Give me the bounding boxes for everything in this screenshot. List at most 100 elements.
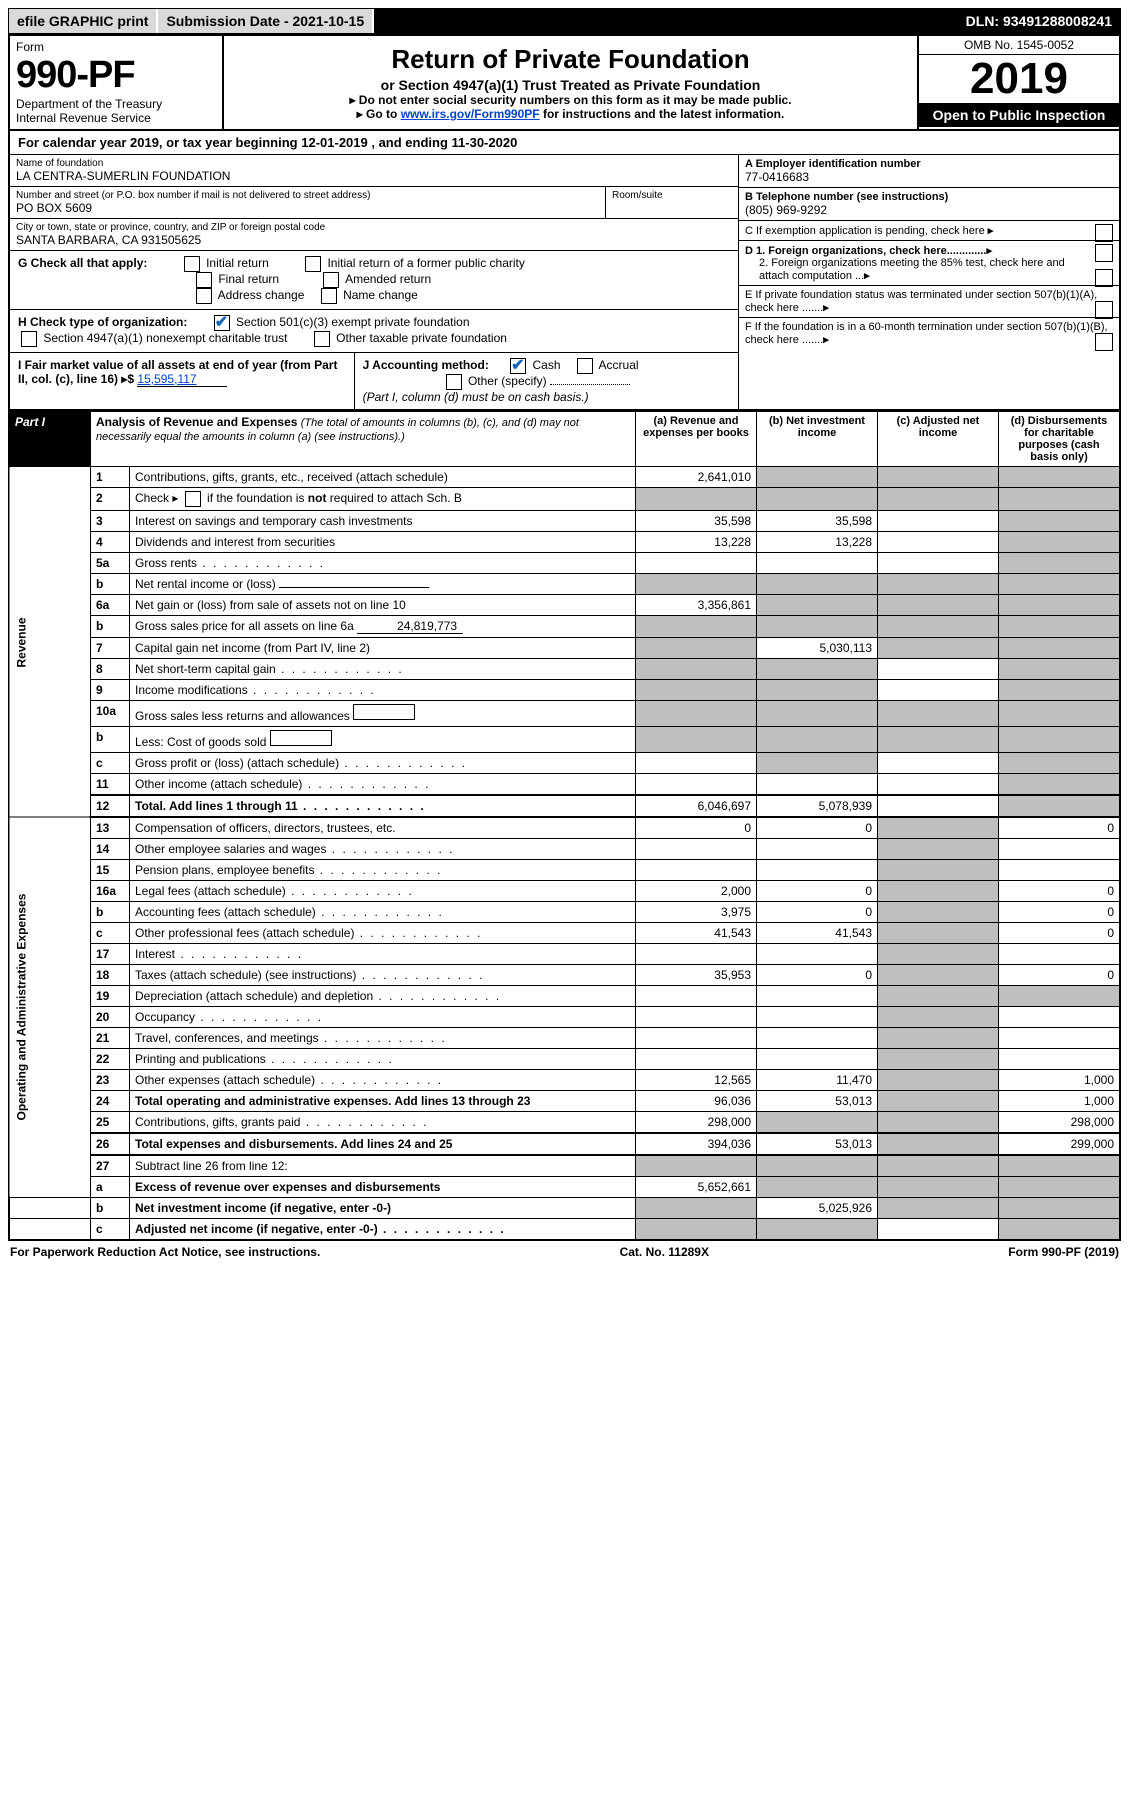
g-label: G Check all that apply:: [18, 256, 147, 270]
i-value[interactable]: 15,595,117: [137, 372, 227, 387]
ln-2: 2: [91, 488, 130, 511]
chk-e[interactable]: [1095, 301, 1113, 319]
desc-8: Net short-term capital gain: [130, 659, 636, 680]
val-27bb: 5,025,926: [757, 1198, 878, 1219]
chk-cash[interactable]: [510, 358, 526, 374]
chk-addr-change[interactable]: [196, 288, 212, 304]
ln-16a: 16a: [91, 881, 130, 902]
val-12a: 6,046,697: [636, 795, 757, 817]
expenses-label: Operating and Administrative Expenses: [9, 817, 91, 1198]
desc-17: Interest: [130, 944, 636, 965]
desc-15: Pension plans, employee benefits: [130, 860, 636, 881]
chk-other-acct[interactable]: [446, 374, 462, 390]
val-23d: 1,000: [999, 1070, 1121, 1091]
chk-other-tax[interactable]: [314, 331, 330, 347]
foundation-name: LA CENTRA-SUMERLIN FOUNDATION: [16, 169, 732, 183]
ln-14: 14: [91, 839, 130, 860]
ln-16c: c: [91, 923, 130, 944]
cal-pre: For calendar year 2019, or tax year begi…: [18, 135, 301, 150]
chk-schb[interactable]: [185, 491, 201, 507]
f-text: F If the foundation is in a 60-month ter…: [745, 321, 1108, 346]
efile-label[interactable]: efile GRAPHIC print: [9, 9, 158, 33]
irs: Internal Revenue Service: [16, 111, 216, 125]
chk-amended[interactable]: [323, 272, 339, 288]
val-7b: 5,030,113: [757, 638, 878, 659]
desc-3: Interest on savings and temporary cash i…: [130, 511, 636, 532]
desc-9: Income modifications: [130, 680, 636, 701]
chk-accrual[interactable]: [577, 358, 593, 374]
chk-d2[interactable]: [1095, 269, 1113, 287]
room-label: Room/suite: [612, 190, 732, 201]
col-d: (d) Disbursements for charitable purpose…: [999, 412, 1121, 467]
omb: OMB No. 1545-0052: [919, 36, 1119, 55]
warn2-pre: ▸ Go to: [357, 107, 401, 121]
col-c: (c) Adjusted net income: [878, 412, 999, 467]
d2-text: 2. Foreign organizations meeting the 85%…: [759, 257, 1065, 282]
ln-18: 18: [91, 965, 130, 986]
identity-block: Name of foundation LA CENTRA-SUMERLIN FO…: [8, 155, 1121, 411]
j-note: (Part I, column (d) must be on cash basi…: [363, 390, 589, 404]
val-4b: 13,228: [757, 532, 878, 553]
g-amended: Amended return: [345, 272, 431, 286]
ln-22: 22: [91, 1049, 130, 1070]
g-name-change: Name change: [343, 288, 418, 302]
desc-19: Depreciation (attach schedule) and deple…: [130, 986, 636, 1007]
chk-4947[interactable]: [21, 331, 37, 347]
chk-f[interactable]: [1095, 333, 1113, 351]
ln-7: 7: [91, 638, 130, 659]
form-header: Form 990-PF Department of the Treasury I…: [8, 34, 1121, 131]
val-18b: 0: [757, 965, 878, 986]
ln-6b: b: [91, 616, 130, 638]
val-1a: 2,641,010: [636, 467, 757, 488]
val-3a: 35,598: [636, 511, 757, 532]
tel-label: B Telephone number (see instructions): [745, 191, 1113, 203]
ln-27c: c: [91, 1219, 130, 1241]
g-final: Final return: [218, 272, 279, 286]
ln-10c: c: [91, 753, 130, 774]
form-link[interactable]: www.irs.gov/Form990PF: [401, 107, 540, 121]
ein-label: A Employer identification number: [745, 158, 1113, 170]
ln-19: 19: [91, 986, 130, 1007]
desc-22: Printing and publications: [130, 1049, 636, 1070]
val-27aa: 5,652,661: [636, 1177, 757, 1198]
ein-value: 77-0416683: [745, 170, 1113, 184]
val-3b: 35,598: [757, 511, 878, 532]
val-26a: 394,036: [636, 1133, 757, 1155]
val-6aa: 3,356,861: [636, 595, 757, 616]
chk-501c3[interactable]: [214, 315, 230, 331]
ln-6a: 6a: [91, 595, 130, 616]
ln-23: 23: [91, 1070, 130, 1091]
val-4a: 13,228: [636, 532, 757, 553]
revenue-label: Revenue: [9, 467, 91, 818]
part1-table: Part I Analysis of Revenue and Expenses …: [8, 411, 1121, 1241]
cal-end: 11-30-2020: [452, 135, 518, 150]
desc-23: Other expenses (attach schedule): [130, 1070, 636, 1091]
col-b: (b) Net investment income: [757, 412, 878, 467]
ln-8: 8: [91, 659, 130, 680]
desc-27a: Excess of revenue over expenses and disb…: [130, 1177, 636, 1198]
footer: For Paperwork Reduction Act Notice, see …: [8, 1241, 1121, 1263]
ln-27: 27: [91, 1155, 130, 1177]
form-number: 990-PF: [16, 54, 216, 97]
val-13a: 0: [636, 817, 757, 839]
ln-26: 26: [91, 1133, 130, 1155]
footer-right: Form 990-PF (2019): [1008, 1245, 1119, 1259]
submission-date: Submission Date - 2021-10-15: [158, 9, 374, 33]
chk-initial[interactable]: [184, 256, 200, 272]
desc-12: Total. Add lines 1 through 11: [130, 795, 636, 817]
desc-2: Check ▸ if the foundation is not require…: [130, 488, 636, 511]
chk-d1[interactable]: [1095, 244, 1113, 262]
ln-9: 9: [91, 680, 130, 701]
chk-name-change[interactable]: [321, 288, 337, 304]
city-value: SANTA BARBARA, CA 931505625: [16, 233, 732, 247]
chk-initial-former[interactable]: [305, 256, 321, 272]
desc-16c: Other professional fees (attach schedule…: [130, 923, 636, 944]
chk-final[interactable]: [196, 272, 212, 288]
ln-15: 15: [91, 860, 130, 881]
val-24d: 1,000: [999, 1091, 1121, 1112]
calendar-year-row: For calendar year 2019, or tax year begi…: [8, 131, 1121, 155]
val-18a: 35,953: [636, 965, 757, 986]
tax-year: 2019: [919, 55, 1119, 103]
chk-c[interactable]: [1095, 224, 1113, 242]
ln-21: 21: [91, 1028, 130, 1049]
